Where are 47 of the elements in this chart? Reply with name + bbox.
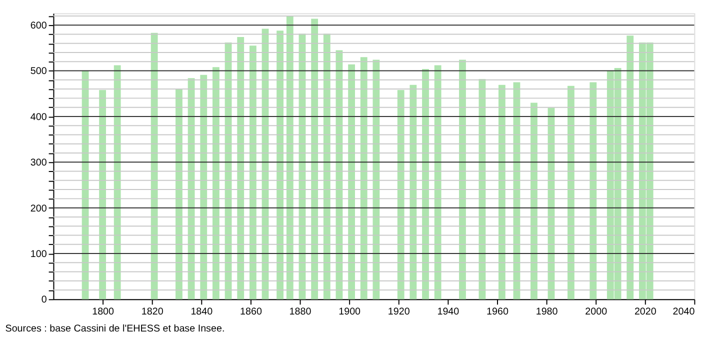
x-tick-label: 1980: [536, 306, 558, 318]
y-tick-label: 200: [30, 203, 48, 214]
bar: [237, 36, 244, 300]
bar: [212, 67, 220, 300]
x-tick-label: 1940: [437, 306, 460, 318]
y-tick-label: 100: [30, 248, 48, 260]
bar: [188, 78, 195, 300]
y-tick-label: 300: [30, 158, 48, 169]
bar: [410, 84, 417, 300]
bar: [176, 89, 182, 300]
x-tick-label: 1800: [92, 306, 115, 318]
x-tick-label: 2020: [634, 306, 657, 318]
bar: [114, 65, 121, 300]
x-tick-label: 2040: [672, 306, 696, 318]
bar: [150, 32, 158, 300]
source-note: Sources : base Cassini de l'EHESS et base Insee.: [5, 324, 225, 335]
x-tick-label: 1820: [141, 306, 164, 318]
y-tick-label: 400: [30, 112, 48, 123]
bar: [530, 102, 538, 300]
bar: [200, 74, 208, 300]
bar: [286, 16, 294, 300]
x-tick-label: 1880: [289, 306, 312, 318]
x-tick-label: 1860: [240, 306, 262, 318]
x-tick-label: 1900: [338, 306, 362, 318]
y-tick-label: 600: [30, 20, 48, 32]
bar: [434, 65, 442, 300]
bar: [323, 34, 330, 300]
bar: [360, 57, 368, 300]
y-tick-label: 0: [41, 294, 48, 306]
bar: [276, 30, 284, 300]
bar: [99, 90, 106, 300]
bar: [397, 90, 404, 300]
bar: [459, 60, 466, 300]
y-tick-label: 500: [30, 66, 48, 78]
bar: [311, 18, 318, 300]
bar: [498, 84, 506, 300]
x-tick-label: 1840: [190, 306, 214, 318]
bar: [422, 68, 429, 300]
bar: [249, 46, 256, 300]
bar: [626, 36, 634, 300]
bar: [82, 70, 89, 300]
bar: [348, 64, 355, 300]
bar: [568, 86, 574, 300]
x-tick-label: 2000: [585, 306, 608, 318]
x-tick-label: 1960: [486, 306, 509, 318]
x-tick-label: 1920: [388, 306, 410, 318]
bar: [590, 82, 597, 300]
